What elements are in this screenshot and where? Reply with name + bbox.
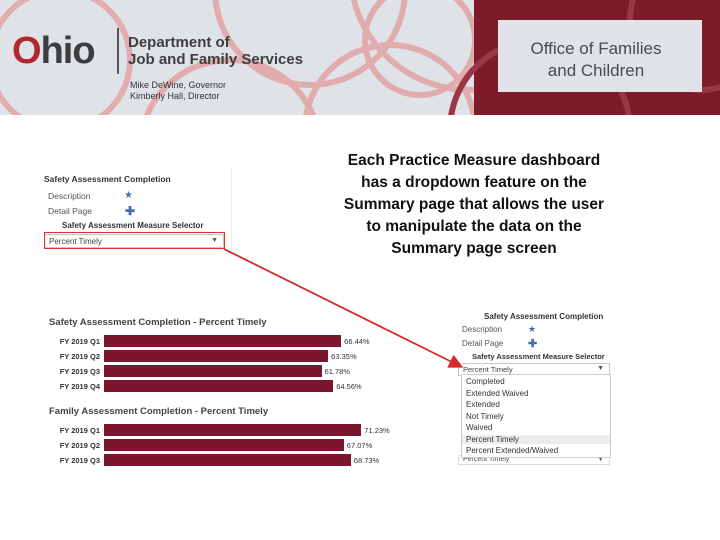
bar[interactable] (104, 335, 342, 347)
highlight-outline (44, 232, 225, 249)
dropdown-option[interactable]: Waived (466, 423, 493, 432)
chevron-down-icon[interactable]: ▼ (597, 456, 604, 463)
bar-value-label: 61.78% (324, 367, 351, 376)
dropdown-option[interactable]: Percent Extended/Waived (466, 446, 559, 455)
chevron-down-icon[interactable]: ▼ (211, 237, 218, 244)
selected-value: Percent Timely (49, 237, 102, 246)
measure-selector-label-2: Safety Assessment Measure Selector (472, 352, 605, 361)
description-link-2[interactable]: Description (462, 325, 503, 334)
star-icon[interactable]: ★ (124, 190, 133, 201)
bar-value-label: 67.07% (346, 441, 373, 450)
measure-selector-dropdown[interactable]: Percent Timely ▼ (44, 234, 224, 248)
dropdown-panel-title: Safety Assessment Completion (484, 312, 604, 321)
slide-caption: Each Practice Measure dashboard has a dr… (343, 152, 605, 257)
family-chart-title: Family Assessment Completion - Percent T… (49, 406, 269, 417)
selector-panel: Safety Assessment Completion Description… (44, 168, 232, 252)
dropdown-option[interactable]: Not Timely (466, 411, 504, 421)
chevron-down-icon[interactable]: ▼ (597, 365, 604, 372)
safety-chart-title: Safety Assessment Completion - Percent T… (49, 317, 267, 328)
bar[interactable] (104, 454, 351, 466)
bar-label: FY 2019 Q4 (59, 382, 100, 391)
bar[interactable] (104, 439, 344, 451)
arrow-line (223, 248, 464, 368)
bar-value-label: 71.23% (364, 426, 390, 435)
bar[interactable] (104, 380, 334, 392)
dept-line2: Job and Family Services (128, 51, 304, 68)
footer-value: Percent Timely (463, 456, 510, 463)
dropdown-option[interactable]: Extended Waived (466, 388, 529, 398)
officials: Mike DeWine, Governor Kimberly Hall, Dir… (130, 80, 226, 102)
dropdown-options-list: Completed Extended Waived Extended Not Time… (461, 374, 611, 458)
bar-label: FY 2019 Q1 (59, 337, 100, 346)
bar[interactable] (104, 350, 329, 362)
bar-value-label: 64.56% (336, 382, 362, 391)
office-line2: and Children (547, 61, 645, 80)
dropdown-option[interactable]: Extended (466, 400, 500, 409)
governor-name: Mike DeWine, Governor (130, 80, 227, 90)
office-line1: Office of Families (530, 39, 662, 58)
bar[interactable] (104, 365, 322, 377)
bar-value-label: 63.35% (331, 352, 357, 361)
director-name: Kimberly Hall, Director (130, 91, 220, 101)
selected-value-2: Percent Timely (463, 365, 513, 374)
charts-panel: Safety Assessment Completion - Percent T… (46, 312, 446, 466)
bar-value-label: 68.73% (353, 456, 380, 465)
detail-page-link-2[interactable]: Detail Page (462, 339, 504, 348)
bar-value-label: 66.44% (344, 337, 370, 346)
bar-label: FY 2019 Q3 (59, 456, 100, 465)
description-link[interactable]: Description (48, 191, 91, 201)
logo-divider (117, 28, 119, 74)
bar-label: FY 2019 Q2 (59, 352, 100, 361)
office-name: Office of Families and Children (500, 38, 692, 82)
department-name: Department of Job and Family Services (128, 34, 303, 68)
detail-page-link[interactable]: Detail Page (48, 206, 92, 216)
ohio-logo: Ohio (12, 30, 96, 72)
selector-panel-title: Safety Assessment Completion (44, 174, 171, 184)
dropdown-option[interactable]: Completed (466, 377, 505, 386)
decorative-arcs (0, 0, 720, 115)
plus-icon[interactable]: ✚ (528, 338, 538, 350)
measure-selector-label: Safety Assessment Measure Selector (62, 221, 204, 230)
plus-icon[interactable]: ✚ (125, 204, 136, 218)
bar[interactable] (104, 424, 362, 436)
star-icon[interactable]: ★ (528, 324, 537, 334)
logo-text: hio (40, 30, 96, 72)
dept-line1: Department of (128, 34, 230, 51)
bar-label: FY 2019 Q2 (59, 441, 100, 450)
bar-label: FY 2019 Q3 (59, 367, 100, 376)
dropdown-option[interactable]: Percent Timely (462, 434, 610, 444)
header-banner: Ohio Department of Job and Family Servic… (0, 0, 720, 115)
bar-label: FY 2019 Q1 (59, 426, 100, 435)
